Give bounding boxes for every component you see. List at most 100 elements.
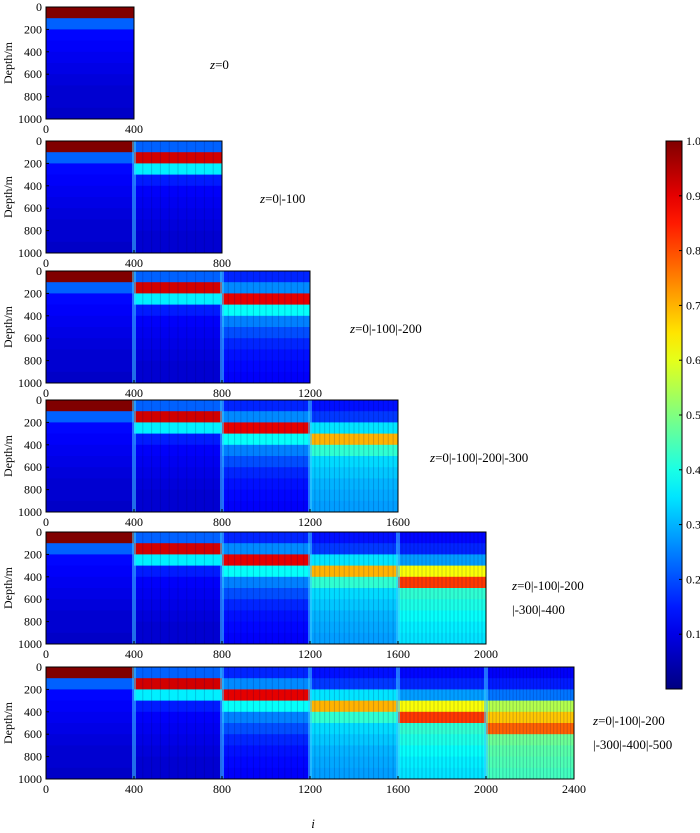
heatmap-cell [46,489,135,502]
heatmap-cell [310,667,399,679]
heatmap-cell [46,678,135,690]
heatmap-cell [486,723,575,735]
heatmap-cell [134,632,223,645]
heatmap-cell [398,700,487,713]
heatmap-cell [222,689,311,702]
heatmap-cell [46,349,135,362]
heatmap-cell [134,734,223,746]
heatmap-cell [134,185,223,198]
x-tick-label: 1600 [386,782,410,796]
heatmap-cell [46,711,135,724]
heatmap-cell [46,433,135,446]
segment-boundary [132,141,136,253]
heatmap-cell [46,734,135,746]
x-tick-label: 800 [213,515,231,529]
heatmap-cell [310,433,399,446]
heatmap-cell [310,745,399,758]
x-tick-label: 1200 [298,386,322,400]
heatmap-cell [398,745,487,758]
x-tick-label: 800 [213,256,231,270]
y-tick-label: 400 [24,309,42,323]
y-tick-label: 1000 [18,772,42,786]
y-tick-label: 200 [24,286,42,300]
heatmap-cell [222,500,311,513]
annotation-text: =0|-100|-200|-300 [435,450,528,465]
heatmap-cell [310,599,399,611]
heatmap-cell [134,456,223,468]
heatmap-cell [46,667,135,679]
heatmap-cell [310,610,399,623]
heatmap-cell [46,338,135,350]
heatmap-cell [486,767,575,780]
heatmap-cell [310,411,399,423]
heatmap-cell [310,711,399,724]
heatmap-cell [46,360,135,373]
y-tick-label: 0 [36,0,42,14]
heatmap-cell [46,767,135,780]
annotation-var: z [259,191,265,206]
x-tick-label: 0 [43,515,49,529]
heatmap-cell [222,554,311,567]
heatmap-cell [310,734,399,746]
panel-annotation: z=0|-100|-200 [349,321,422,336]
x-tick-label: 0 [43,782,49,796]
heatmap-cell [134,689,223,702]
heatmap-cell [46,152,135,164]
y-tick-label: 800 [24,483,42,497]
y-tick-label: 200 [24,415,42,429]
y-tick-label: 200 [24,547,42,561]
heatmap-cell [310,489,399,502]
x-tick-label: 1600 [386,647,410,661]
annotation-text: |-300|-400 [512,602,565,617]
heatmap-cell [46,141,135,153]
x-tick-label: 0 [43,122,49,136]
y-axis-label: Depth/m [1,41,15,84]
heatmap-cell [398,734,487,746]
colorbar-tick-label: 0.1 [686,627,700,641]
x-tick-label: 2000 [474,647,498,661]
heatmap-cell [46,219,135,232]
plot-frame [45,6,135,120]
heatmap-cell [46,554,135,567]
heatmap-cell [134,565,223,578]
heatmap-cell [46,599,135,611]
heatmap-cell [134,588,223,600]
heatmap-cell [222,723,311,735]
heatmap-cell [398,632,487,645]
heatmap-cell [398,767,487,780]
heatmap-cell [398,576,487,589]
heatmap-cell [222,632,311,645]
heatmap-cell [46,588,135,600]
heatmap-cell [398,711,487,724]
annotation-text: =0|-100|-200 [598,713,665,728]
heatmap-cell [310,444,399,457]
heatmap-cell [46,241,135,254]
panel-annotation: z=0|-100|-200 [511,578,584,593]
heatmap-cell [134,767,223,780]
panel-annotation: |-300|-400|-500 [593,737,672,752]
heatmap-cell [222,599,311,611]
heatmap-cell [222,478,311,491]
heatmap-cell [222,621,311,634]
segment-boundary [396,667,400,779]
heatmap-cell [398,678,487,690]
annotation-text: =0|-100|-200 [517,578,584,593]
y-tick-label: 800 [24,224,42,238]
heatmap-cell [134,197,223,209]
heatmap-cell [310,756,399,769]
heatmap-cell [486,734,575,746]
colorbar-tick-label: 1.0 [686,134,700,148]
segment-boundary [220,400,224,512]
annotation-var: z [592,713,598,728]
annotation-var: z [349,321,355,336]
x-tick-label: 0 [43,386,49,400]
heatmap-cell [222,565,311,578]
heatmap-cell [222,532,311,544]
x-tick-label: 400 [125,782,143,796]
heatmap-cell [46,745,135,758]
heatmap-cell [134,371,223,384]
heatmap-cell [486,745,575,758]
